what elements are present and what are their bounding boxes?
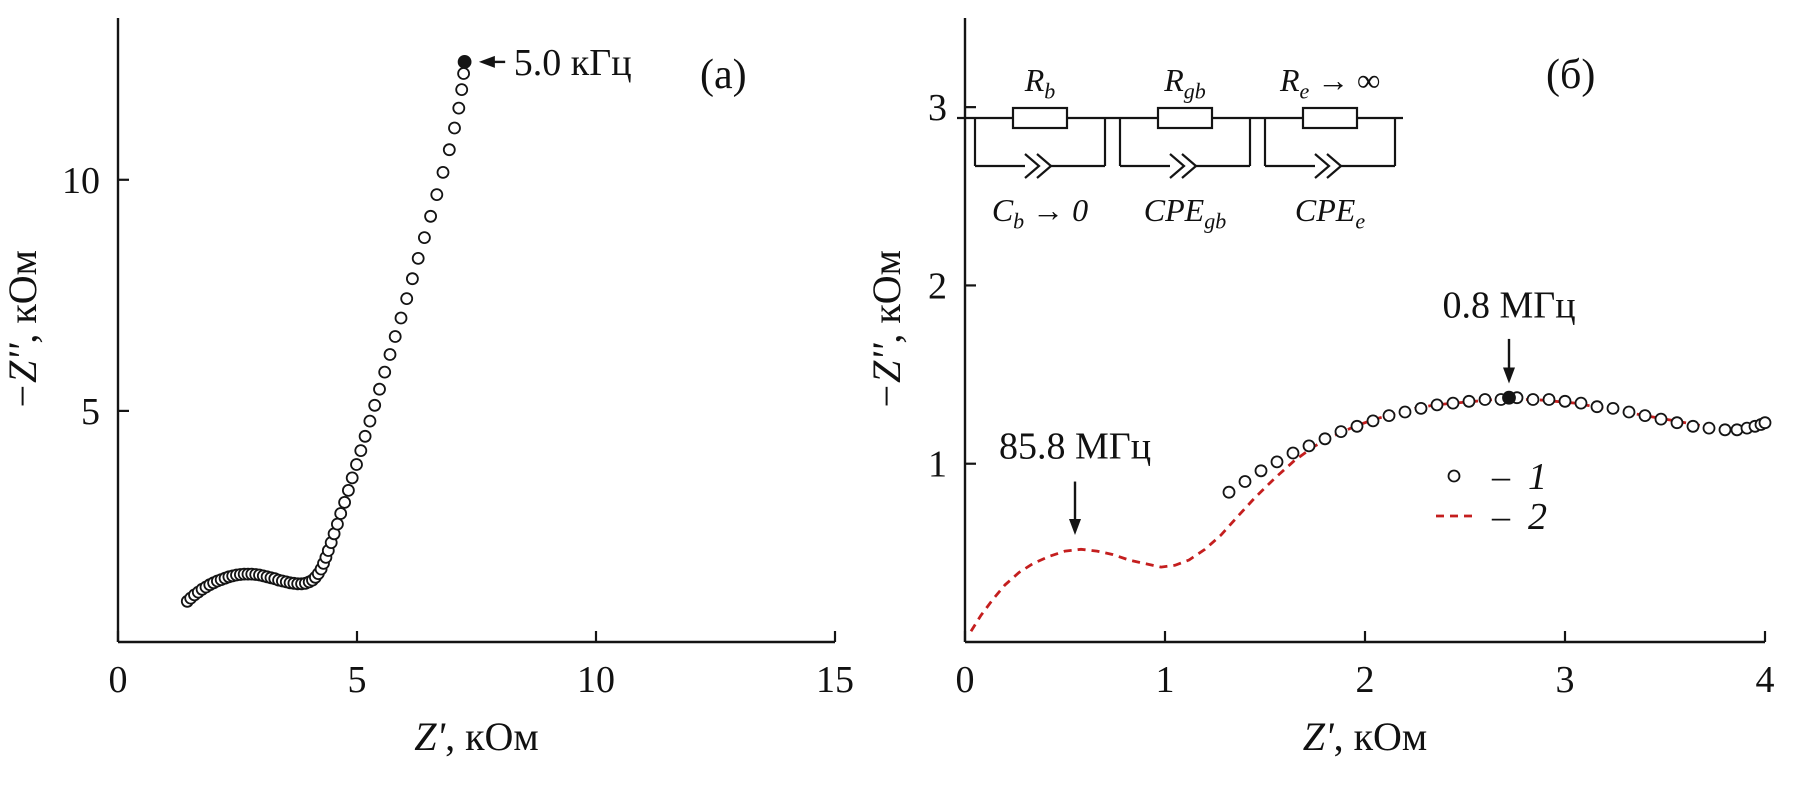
circuit-label-cpegb: CPEgb [1144,194,1226,232]
annotation-text: 5.0 кГц [514,42,632,84]
y-tick-label: 1 [928,444,947,486]
y-tick-label: 2 [928,265,947,307]
series-frequency-marker-0p8MHz [1502,390,1516,405]
x-tick-label: 0 [956,659,975,701]
x-axis-title: Z', кОм [414,714,538,759]
x-tick-label: 5 [348,659,367,701]
x-tick-label: 3 [1556,659,1575,701]
resistor-re-box [1301,106,1359,130]
panel-label: (a) [700,52,747,98]
circuit-branch-rgb-cpegb [1118,106,1252,179]
circuit-branch-rb-cb [973,106,1107,179]
y-axis-title: −Z'', кОм [870,250,909,410]
x-tick-label: 4 [1756,659,1775,701]
panel-label: (б) [1546,52,1595,98]
panel-a: 0 5 10 15 5 10 Z', кОм −Z'', кОм 5.0 кГц (a) [0,0,870,812]
label-sub: b [1044,78,1056,104]
axes: 0 5 10 15 5 10 [62,18,854,701]
circuit-label-cb: Cb → 0 [992,194,1088,232]
label-suffix: → 0 [1024,192,1089,228]
label-sub: e [1299,78,1310,104]
label-sub: gb [1183,78,1206,104]
y-tick-label: 10 [62,160,100,202]
cpe-gb-symbol [1169,153,1198,179]
x-tick-label: 2 [1356,659,1375,701]
label-suffix: → ∞ [1309,62,1381,98]
label-sub: e [1355,208,1366,234]
label-main: R [1164,62,1184,98]
annotation-text: 0.8 МГц [1442,285,1575,327]
cpe-e-symbol [1314,153,1343,179]
circuit-label-re: Re → ∞ [1280,64,1380,102]
label-main: C [991,192,1014,228]
legend-label: 2 [1528,496,1547,538]
legend-label: 1 [1528,456,1547,498]
label-main: CPE [1143,192,1205,228]
legend: –1– 2 [1436,456,1547,538]
legend-separator: – [1491,496,1511,536]
circuit-branch-re-cpee [1263,106,1397,179]
label-main: CPE [1294,192,1356,228]
x-tick-label: 15 [816,659,854,701]
circuit-label-cpee: CPEe [1295,194,1365,232]
circuit-label-rgb: Rgb [1164,64,1206,102]
annotation-text: 85.8 МГц [999,425,1151,467]
resistor-rgb-box [1156,106,1214,130]
y-tick-label: 3 [928,87,947,129]
label-sub: b [1013,208,1025,234]
cpe-cb-symbol [1024,153,1053,179]
annotation: 0.8 МГц [1442,285,1576,384]
annotation: 85.8 МГц [999,425,1151,536]
legend-marker-circle [1447,469,1461,483]
series-measured-spectrum [1222,391,1772,499]
x-tick-label: 1 [1156,659,1175,701]
y-axis-title: −Z'', кОм [0,250,45,410]
equivalent-circuit-inset: Rb Rgb Re → ∞ [955,64,1405,236]
label-sub: gb [1204,208,1227,234]
circuit-label-rb: Rb [1025,64,1056,102]
legend-separator: – [1491,456,1511,496]
series-impedance-spectrum [180,67,471,608]
label-main: R [1279,62,1300,98]
label-main: R [1024,62,1045,98]
y-tick-label: 5 [81,391,100,433]
circuit-diagram [957,106,1403,179]
x-tick-label: 10 [577,659,615,701]
resistor-rb-box [1011,106,1069,130]
series-frequency-marker-5kHz [457,55,472,69]
x-axis-title: Z', кОм [1303,714,1427,759]
nyquist-plot-a: 0 5 10 15 5 10 Z', кОм −Z'', кОм 5.0 кГц (a) [0,18,854,759]
x-tick-label: 0 [109,659,128,701]
annotation: 5.0 кГц [478,42,632,84]
